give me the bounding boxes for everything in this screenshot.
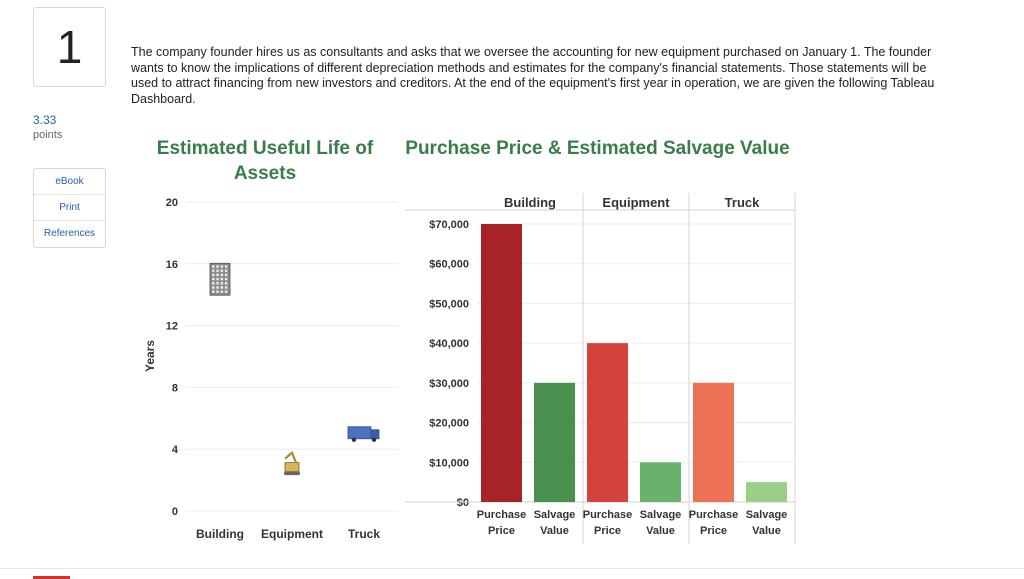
y-tick-label: $60,000: [429, 259, 469, 271]
y-tick-label: 4: [172, 444, 179, 456]
truck-wheel: [351, 437, 357, 442]
building-window: [216, 269, 219, 272]
points-label: points: [33, 129, 63, 141]
building-window: [220, 277, 224, 281]
y-tick-label: $20,000: [429, 418, 469, 430]
question-number: 1: [33, 7, 106, 87]
references-link[interactable]: References: [43, 228, 96, 239]
bar: [481, 224, 522, 502]
building-window: [212, 277, 215, 281]
building-window: [212, 286, 215, 289]
building-window: [220, 286, 224, 289]
truck-icon: [347, 426, 380, 442]
bar: [587, 343, 628, 502]
building-window: [216, 277, 219, 281]
excavator-track: [284, 471, 300, 476]
truck-cab: [370, 429, 380, 440]
x-tick-label: Price: [488, 525, 515, 537]
useful-life-chart: 0 4 8 12 16 20 Years Building Equipment Truck: [143, 197, 398, 541]
x-tick-label: Purchase: [583, 509, 633, 521]
footer-accent: [33, 576, 70, 579]
price-salvage-chart: $0 $10,000 $20,000 $30,000 $40,000 $50,000 $60…: [405, 193, 796, 544]
group-header: Building: [504, 195, 556, 210]
y-tick-label: 8: [172, 382, 178, 394]
y-tick-label: $0: [457, 497, 469, 509]
building-window: [224, 277, 228, 281]
y-tick-label: $70,000: [429, 219, 469, 231]
bar: [640, 462, 681, 502]
y-tick-label: 20: [166, 197, 178, 209]
x-tick-label: Salvage: [640, 509, 682, 521]
x-tick-label: Value: [540, 525, 569, 537]
group-header: Equipment: [602, 195, 670, 210]
y-axis-label: Years: [143, 340, 157, 372]
building-window: [212, 282, 215, 285]
building-window: [212, 265, 215, 268]
x-tick-label: Price: [594, 525, 621, 537]
building-window: [224, 290, 228, 293]
ebook-link[interactable]: eBook: [34, 169, 105, 195]
x-tick-label: Truck: [348, 527, 380, 541]
y-tick-label: $40,000: [429, 338, 469, 350]
building-window: [224, 286, 228, 289]
useful-life-chart-title: Estimated Useful Life of Assets: [156, 138, 374, 184]
building-window: [220, 269, 224, 272]
group-header: Truck: [725, 195, 760, 210]
price-salvage-chart-title: Purchase Price & Estimated Salvage Value: [405, 138, 790, 159]
x-tick-label: Price: [700, 525, 727, 537]
building-window: [216, 286, 219, 289]
x-tick-label: Purchase: [477, 509, 527, 521]
truck-box: [347, 426, 372, 440]
building-window: [224, 265, 228, 268]
x-tick-label: Salvage: [534, 509, 576, 521]
bar: [693, 382, 734, 502]
building-window: [216, 282, 219, 285]
y-tick-label: $50,000: [429, 298, 469, 310]
x-tick-label: Building: [196, 527, 244, 541]
x-tick-label: Purchase: [689, 509, 739, 521]
building-window: [220, 273, 224, 277]
y-tick-label: 0: [172, 506, 178, 518]
y-tick-label: $10,000: [429, 457, 469, 469]
excavator-arm: [284, 450, 298, 464]
x-tick-label: Equipment: [261, 527, 323, 541]
question-intro: The company founder hires us as consulta…: [131, 45, 935, 106]
building-window: [220, 282, 224, 285]
points-value: 3.33: [33, 113, 57, 127]
building-window: [216, 290, 219, 293]
building-window: [212, 290, 215, 293]
building-window: [220, 290, 224, 293]
building-window: [212, 273, 215, 277]
resource-links: eBook Print References: [33, 168, 106, 248]
building-window: [216, 265, 219, 268]
y-tick-label: $30,000: [429, 378, 469, 390]
building-window: [224, 273, 228, 277]
bar: [534, 382, 575, 502]
points-block: 3.33 points: [33, 113, 62, 143]
building-window: [224, 282, 228, 285]
building-window: [224, 269, 228, 272]
x-tick-label: Value: [752, 525, 781, 537]
print-link[interactable]: Print: [34, 195, 105, 221]
excavator-icon: [284, 450, 300, 476]
building-window: [220, 265, 224, 268]
bar: [746, 482, 787, 502]
excavator-cab: [284, 462, 300, 473]
building-window: [212, 269, 215, 272]
building-window: [216, 273, 219, 277]
y-tick-label: 12: [166, 321, 178, 333]
truck-wheel: [371, 437, 377, 442]
footer-divider: [0, 568, 1024, 569]
x-tick-label: Value: [646, 525, 675, 537]
building-icon: [209, 262, 231, 296]
x-tick-label: Salvage: [746, 509, 788, 521]
y-tick-label: 16: [166, 259, 178, 271]
